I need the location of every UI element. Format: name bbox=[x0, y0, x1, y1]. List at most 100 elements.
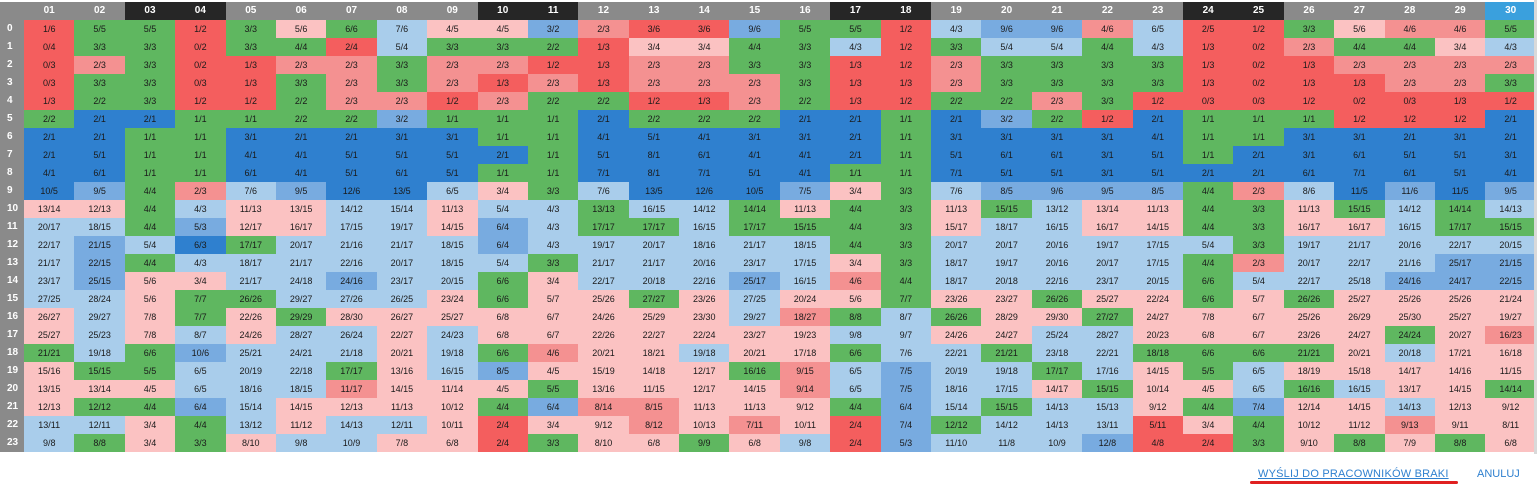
staffing-cell[interactable]: 2/1 bbox=[124, 110, 176, 128]
staffing-cell[interactable]: 8/7 bbox=[880, 308, 932, 326]
staffing-cell[interactable]: 4/3 bbox=[175, 200, 226, 218]
staffing-cell[interactable]: 2/1 bbox=[326, 128, 377, 146]
staffing-cell[interactable]: 22/24 bbox=[1132, 290, 1183, 308]
staffing-cell[interactable]: 5/1 bbox=[931, 146, 982, 164]
staffing-cell[interactable]: 4/4 bbox=[830, 398, 881, 416]
staffing-cell[interactable]: 11/14 bbox=[427, 380, 478, 398]
day-header-25[interactable]: 25 bbox=[1233, 2, 1284, 20]
staffing-cell[interactable]: 2/2 bbox=[275, 110, 327, 128]
staffing-cell[interactable]: 27/25 bbox=[24, 290, 75, 308]
staffing-cell[interactable]: 29/27 bbox=[275, 290, 327, 308]
staffing-cell[interactable]: 15/14 bbox=[931, 398, 982, 416]
staffing-cell[interactable]: 5/1 bbox=[427, 164, 478, 182]
staffing-cell[interactable]: 25/26 bbox=[578, 290, 629, 308]
staffing-cell[interactable]: 2/3 bbox=[275, 56, 327, 74]
staffing-cell[interactable]: 20/16 bbox=[1031, 236, 1083, 254]
staffing-cell[interactable]: 3/3 bbox=[1031, 74, 1083, 92]
staffing-cell[interactable]: 2/2 bbox=[981, 92, 1032, 110]
staffing-cell[interactable]: 4/4 bbox=[1182, 200, 1234, 218]
staffing-cell[interactable]: 24/26 bbox=[225, 326, 276, 344]
staffing-cell[interactable]: 12/13 bbox=[24, 398, 75, 416]
staffing-cell[interactable]: 2/1 bbox=[1485, 110, 1536, 128]
staffing-cell[interactable]: 18/15 bbox=[275, 380, 327, 398]
staffing-cell[interactable]: 7/7 bbox=[175, 290, 226, 308]
staffing-cell[interactable]: 3/1 bbox=[1082, 146, 1133, 164]
staffing-cell[interactable]: 5/1 bbox=[578, 146, 629, 164]
staffing-cell[interactable]: 25/30 bbox=[1384, 308, 1435, 326]
staffing-cell[interactable]: 7/6 bbox=[225, 182, 276, 200]
staffing-cell[interactable]: 15/15 bbox=[981, 398, 1032, 416]
staffing-cell[interactable]: 3/1 bbox=[1082, 128, 1133, 146]
staffing-cell[interactable]: 3/3 bbox=[527, 182, 579, 200]
staffing-cell[interactable]: 16/16 bbox=[1283, 380, 1335, 398]
staffing-cell[interactable]: 9/14 bbox=[779, 380, 831, 398]
staffing-cell[interactable]: 16/16 bbox=[729, 362, 780, 380]
staffing-cell[interactable]: 12/13 bbox=[1434, 398, 1486, 416]
day-header-01[interactable]: 01 bbox=[24, 2, 75, 20]
staffing-cell[interactable]: 2/3 bbox=[326, 74, 377, 92]
staffing-cell[interactable]: 9/15 bbox=[779, 362, 831, 380]
staffing-cell[interactable]: 23/17 bbox=[376, 272, 428, 290]
staffing-cell[interactable]: 7/1 bbox=[931, 164, 982, 182]
staffing-cell[interactable]: 1/2 bbox=[880, 38, 932, 56]
staffing-cell[interactable]: 1/3 bbox=[225, 56, 276, 74]
staffing-cell[interactable]: 3/1 bbox=[1283, 128, 1335, 146]
staffing-cell[interactable]: 4/3 bbox=[527, 200, 579, 218]
staffing-cell[interactable]: 4/5 bbox=[527, 362, 579, 380]
staffing-cell[interactable]: 2/1 bbox=[24, 128, 75, 146]
staffing-cell[interactable]: 19/18 bbox=[679, 344, 730, 362]
staffing-cell[interactable]: 2/3 bbox=[1434, 74, 1486, 92]
staffing-cell[interactable]: 16/15 bbox=[628, 200, 680, 218]
staffing-cell[interactable]: 1/3 bbox=[1434, 92, 1486, 110]
staffing-cell[interactable]: 8/10 bbox=[225, 434, 276, 452]
staffing-cell[interactable]: 28/29 bbox=[981, 308, 1032, 326]
staffing-cell[interactable]: 23/27 bbox=[729, 326, 780, 344]
staffing-cell[interactable]: 9/9 bbox=[679, 434, 730, 452]
staffing-cell[interactable]: 5/1 bbox=[376, 146, 428, 164]
staffing-cell[interactable]: 3/3 bbox=[880, 182, 932, 200]
staffing-cell[interactable]: 20/16 bbox=[1031, 254, 1083, 272]
staffing-cell[interactable]: 1/1 bbox=[477, 164, 528, 182]
staffing-cell[interactable]: 2/3 bbox=[729, 74, 780, 92]
staffing-cell[interactable]: 19/18 bbox=[981, 362, 1032, 380]
staffing-cell[interactable]: 22/17 bbox=[578, 272, 629, 290]
staffing-cell[interactable]: 2/2 bbox=[1031, 110, 1083, 128]
staffing-cell[interactable]: 1/1 bbox=[880, 164, 932, 182]
staffing-cell[interactable]: 20/17 bbox=[1082, 254, 1133, 272]
staffing-cell[interactable]: 22/27 bbox=[376, 326, 428, 344]
staffing-cell[interactable]: 18/19 bbox=[1283, 362, 1335, 380]
staffing-cell[interactable]: 5/7 bbox=[1233, 290, 1284, 308]
staffing-cell[interactable]: 9/7 bbox=[880, 326, 932, 344]
staffing-cell[interactable]: 4/4 bbox=[1182, 398, 1234, 416]
staffing-cell[interactable]: 2/3 bbox=[1233, 254, 1284, 272]
staffing-cell[interactable]: 9/11 bbox=[1434, 416, 1486, 434]
staffing-cell[interactable]: 6/7 bbox=[1233, 308, 1284, 326]
staffing-cell[interactable]: 11/5 bbox=[1434, 182, 1486, 200]
staffing-cell[interactable]: 1/3 bbox=[830, 92, 881, 110]
staffing-cell[interactable]: 9/6 bbox=[981, 20, 1032, 38]
staffing-cell[interactable]: 3/4 bbox=[679, 38, 730, 56]
staffing-cell[interactable]: 2/1 bbox=[1233, 146, 1284, 164]
day-header-21[interactable]: 21 bbox=[1031, 2, 1083, 20]
staffing-cell[interactable]: 11/15 bbox=[1485, 362, 1536, 380]
staffing-cell[interactable]: 26/25 bbox=[376, 290, 428, 308]
staffing-cell[interactable]: 14/12 bbox=[326, 200, 377, 218]
staffing-cell[interactable]: 3/3 bbox=[427, 38, 478, 56]
staffing-cell[interactable]: 6/5 bbox=[1233, 380, 1284, 398]
staffing-cell[interactable]: 1/3 bbox=[830, 74, 881, 92]
staffing-cell[interactable]: 11/17 bbox=[326, 380, 377, 398]
staffing-cell[interactable]: 4/3 bbox=[1132, 38, 1183, 56]
staffing-cell[interactable]: 5/1 bbox=[326, 146, 377, 164]
staffing-cell[interactable]: 3/1 bbox=[1082, 164, 1133, 182]
staffing-cell[interactable]: 5/6 bbox=[830, 290, 881, 308]
staffing-cell[interactable]: 19/17 bbox=[376, 218, 428, 236]
staffing-cell[interactable]: 23/30 bbox=[679, 308, 730, 326]
staffing-cell[interactable]: 4/1 bbox=[1132, 128, 1183, 146]
staffing-cell[interactable]: 8/8 bbox=[1434, 434, 1486, 452]
staffing-cell[interactable]: 3/3 bbox=[880, 218, 932, 236]
staffing-cell[interactable]: 3/3 bbox=[1082, 92, 1133, 110]
staffing-cell[interactable]: 2/1 bbox=[24, 146, 75, 164]
staffing-cell[interactable]: 3/4 bbox=[1434, 38, 1486, 56]
staffing-cell[interactable]: 22/17 bbox=[1434, 236, 1486, 254]
staffing-cell[interactable]: 19/17 bbox=[1082, 236, 1133, 254]
